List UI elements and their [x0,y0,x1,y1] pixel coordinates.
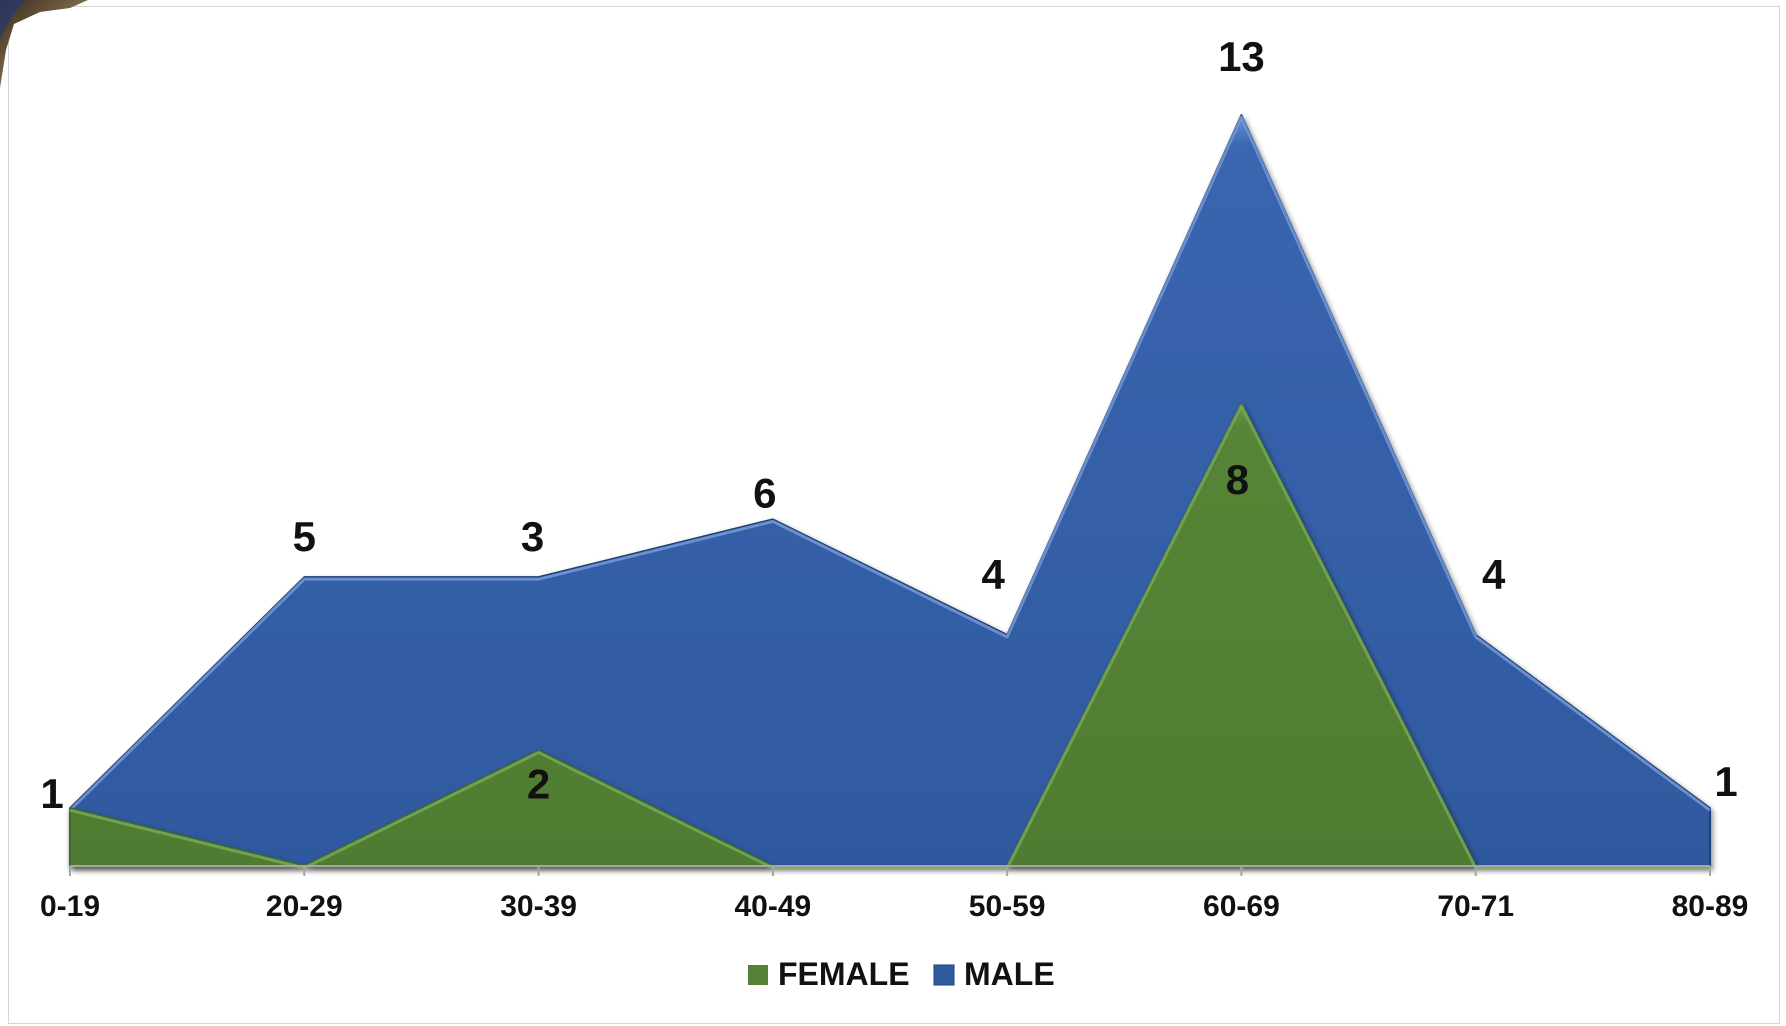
legend-label-male: MALE [964,956,1055,992]
data-label-male: 1 [40,770,63,817]
x-tick-label: 0-19 [40,890,100,923]
areas-layer [68,114,1711,870]
data-label-female: 2 [527,760,550,807]
x-axis: 0-19 20-29 30-39 40-49 50-59 60-69 70-71 80-89 [40,865,1749,923]
data-labels-layer: 1 5 3 6 4 13 4 1 2 8 [40,33,1737,817]
data-label-male: 6 [753,469,776,516]
x-tick-label: 20-29 [266,890,343,923]
x-tick-label: 50-59 [969,890,1046,923]
data-label-male: 4 [1482,551,1506,598]
corner-image [0,0,90,90]
x-tick-label: 80-89 [1672,890,1749,923]
data-label-male: 4 [981,551,1005,598]
legend-swatch-male [933,964,955,986]
data-label-male: 5 [293,513,316,560]
area-male [69,114,1711,867]
area-edge-male [68,115,1711,812]
x-tick-label: 70-71 [1437,890,1514,923]
x-tick-label: 60-69 [1203,890,1280,923]
legend-label-female: FEMALE [778,956,910,992]
data-label-male: 13 [1218,33,1265,80]
data-label-male: 1 [1714,758,1737,805]
x-tick-label: 40-49 [734,890,811,923]
x-tick-label: 30-39 [500,890,577,923]
data-label-male: 3 [521,513,544,560]
corner-image-graphic [0,0,88,88]
data-label-female: 8 [1226,456,1249,503]
area-edge-female [69,404,1710,870]
legend-swatch-female [748,965,768,985]
legend: FEMALE MALE [748,956,1055,992]
